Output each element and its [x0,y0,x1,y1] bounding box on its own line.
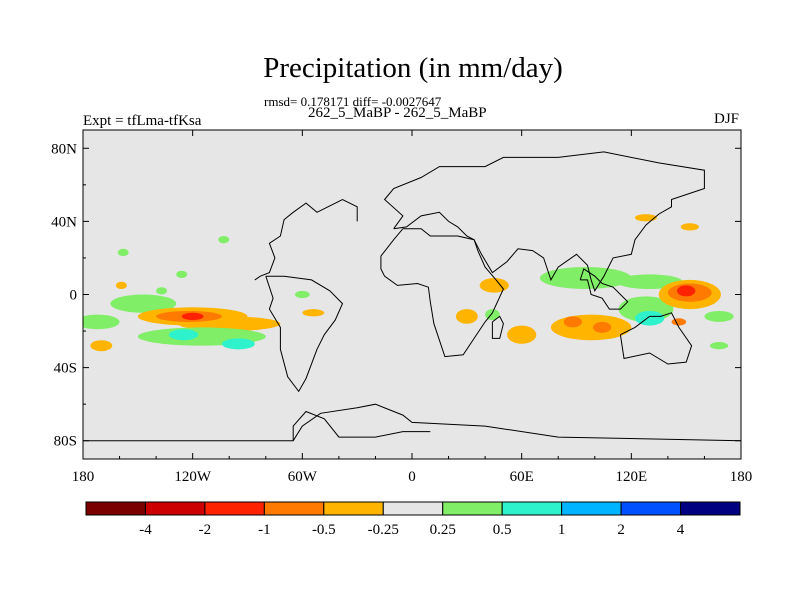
y-tick-label: 40S [54,361,77,377]
colorbar-label: 0.5 [493,522,512,538]
anomaly-region [117,248,129,257]
chart-title: Precipitation (in mm/day) [263,52,563,84]
colorbar-label: -0.25 [368,522,399,538]
colorbar-swatch [204,501,265,516]
anomaly-region [550,314,632,341]
coastline-africa [380,228,504,358]
coastline-north-america [254,198,358,281]
colorbar-swatch [620,501,682,516]
stats-subtitle: rmsd= 0.178171 diff= -0.0027647 [264,94,442,109]
plot-background [83,130,741,459]
anomaly-region [90,340,113,352]
colorbar-swatch [85,501,146,516]
colorbar-swatch [561,501,622,516]
anomaly-region [115,281,127,290]
x-tick-label: 60W [288,469,318,485]
anomaly-region [176,270,188,279]
colorbar-label: -4 [139,522,152,538]
coastline-eurasia [383,151,705,292]
anomaly-region [156,287,168,295]
anomaly-region [168,329,199,341]
colorbar-label: 0.25 [430,522,456,538]
anomaly-region [704,310,734,322]
y-tick-label: 80S [54,434,77,450]
coastline-indian-subcontinent-inner [579,268,629,310]
x-tick-label: 180 [72,469,95,485]
anomaly-region [218,236,230,244]
anomaly-region [634,310,665,326]
anomaly-region [634,214,657,222]
runs-subtitle: 262_5_MaBP - 262_5_MaBP [308,105,487,121]
anomaly-region [507,325,537,344]
experiment-label: Expt = tfLma-tfKsa [83,113,202,129]
anomaly-region [709,342,729,350]
coastline-australia [619,312,693,365]
colorbar-swatch [263,501,325,516]
anomaly-region [592,321,612,333]
coastline-south-america [265,275,344,393]
colorbar-swatch [382,501,444,516]
coastline-antarctica-ellsworth [83,403,741,442]
coastline-antarctica-peninsula [292,410,431,441]
anomaly-region [479,278,509,293]
colorbar-label: 1 [558,522,566,538]
y-tick-label: 40N [51,214,77,230]
anomaly-region [455,309,478,324]
anomaly-region [110,294,177,313]
anomaly-region [181,312,204,321]
anomaly-region [221,338,255,350]
colorbar-swatch [323,501,384,516]
colorbar: -4 -2 -1 -0.5 -0.25 0.25 0.5 1 2 4 [85,501,741,538]
colorbar-label: 4 [677,522,685,538]
colorbar-label: -1 [258,522,271,538]
x-tick-label: 120W [174,469,212,485]
colorbar-swatch [501,501,563,516]
anomaly-region [677,285,696,297]
y-tick-label: 80N [51,141,77,157]
x-tick-label: 60E [510,469,534,485]
anomaly-region [302,309,325,317]
colorbar-swatch [144,501,206,516]
y-tick-label: 0 [70,288,78,304]
colorbar-label: -0.5 [312,522,336,538]
season-label: DJF [713,111,739,127]
colorbar-label: -2 [199,522,212,538]
colorbar-label: 2 [617,522,625,538]
anomaly-region [295,290,310,299]
x-tick-label: 0 [408,469,416,485]
x-tick-label: 180 [730,469,753,485]
x-tick-label: 120E [615,469,647,485]
anomaly-region [539,267,632,290]
anomaly-region [83,314,120,330]
coastline-madagascar [491,315,504,339]
anomaly-region [563,316,582,328]
colorbar-swatch [680,501,741,516]
colorbar-swatch [442,501,503,516]
anomaly-region [671,318,687,326]
anomaly-region [680,223,699,231]
